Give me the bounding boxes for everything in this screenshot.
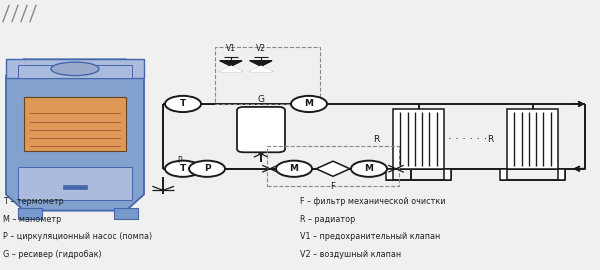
Text: G: G <box>257 95 265 104</box>
Bar <box>6 59 144 78</box>
Circle shape <box>189 161 225 177</box>
Text: M: M <box>305 99 314 109</box>
Circle shape <box>165 96 201 112</box>
Text: V2: V2 <box>256 44 266 53</box>
Polygon shape <box>6 59 144 211</box>
Bar <box>24 97 126 151</box>
Text: T: T <box>180 99 186 109</box>
Bar <box>386 169 393 180</box>
Text: V1: V1 <box>226 44 236 53</box>
Text: V2 – воздушный клапан: V2 – воздушный клапан <box>300 250 401 259</box>
Bar <box>18 208 42 219</box>
Text: P: P <box>203 164 211 173</box>
Text: . . . . . .: . . . . . . <box>448 131 488 141</box>
FancyBboxPatch shape <box>237 107 285 152</box>
Text: F – фильтр механической очистки: F – фильтр механической очистки <box>300 197 445 206</box>
Text: R – радиатор: R – радиатор <box>300 215 355 224</box>
Polygon shape <box>250 61 272 66</box>
Text: T – термометр: T – термометр <box>3 197 64 206</box>
Circle shape <box>276 161 312 177</box>
Text: R: R <box>488 134 494 144</box>
Text: G – ресивер (гидробак): G – ресивер (гидробак) <box>3 250 101 259</box>
Bar <box>500 169 507 180</box>
Text: M: M <box>290 164 299 173</box>
Bar <box>267 146 399 186</box>
Polygon shape <box>220 61 242 66</box>
Bar <box>507 109 558 169</box>
Polygon shape <box>316 161 350 176</box>
Text: V1 – предохранительный клапан: V1 – предохранительный клапан <box>300 232 440 241</box>
Circle shape <box>351 161 387 177</box>
Circle shape <box>165 161 201 177</box>
Bar <box>63 185 87 189</box>
Text: P – циркуляционный насос (помпа): P – циркуляционный насос (помпа) <box>3 232 152 241</box>
Bar <box>215 47 320 104</box>
Bar <box>558 169 565 180</box>
Text: R: R <box>374 134 380 144</box>
Bar <box>18 65 132 78</box>
Text: P: P <box>177 156 182 165</box>
Bar <box>393 109 444 169</box>
Ellipse shape <box>51 62 99 76</box>
Bar <box>18 167 132 200</box>
Text: F: F <box>331 182 335 191</box>
Circle shape <box>291 96 327 112</box>
Polygon shape <box>220 66 242 72</box>
Bar <box>114 208 138 219</box>
Text: M: M <box>365 164 373 173</box>
Text: M – манометр: M – манометр <box>3 215 61 224</box>
Text: T: T <box>180 164 186 173</box>
Polygon shape <box>250 66 272 72</box>
Bar <box>444 169 451 180</box>
